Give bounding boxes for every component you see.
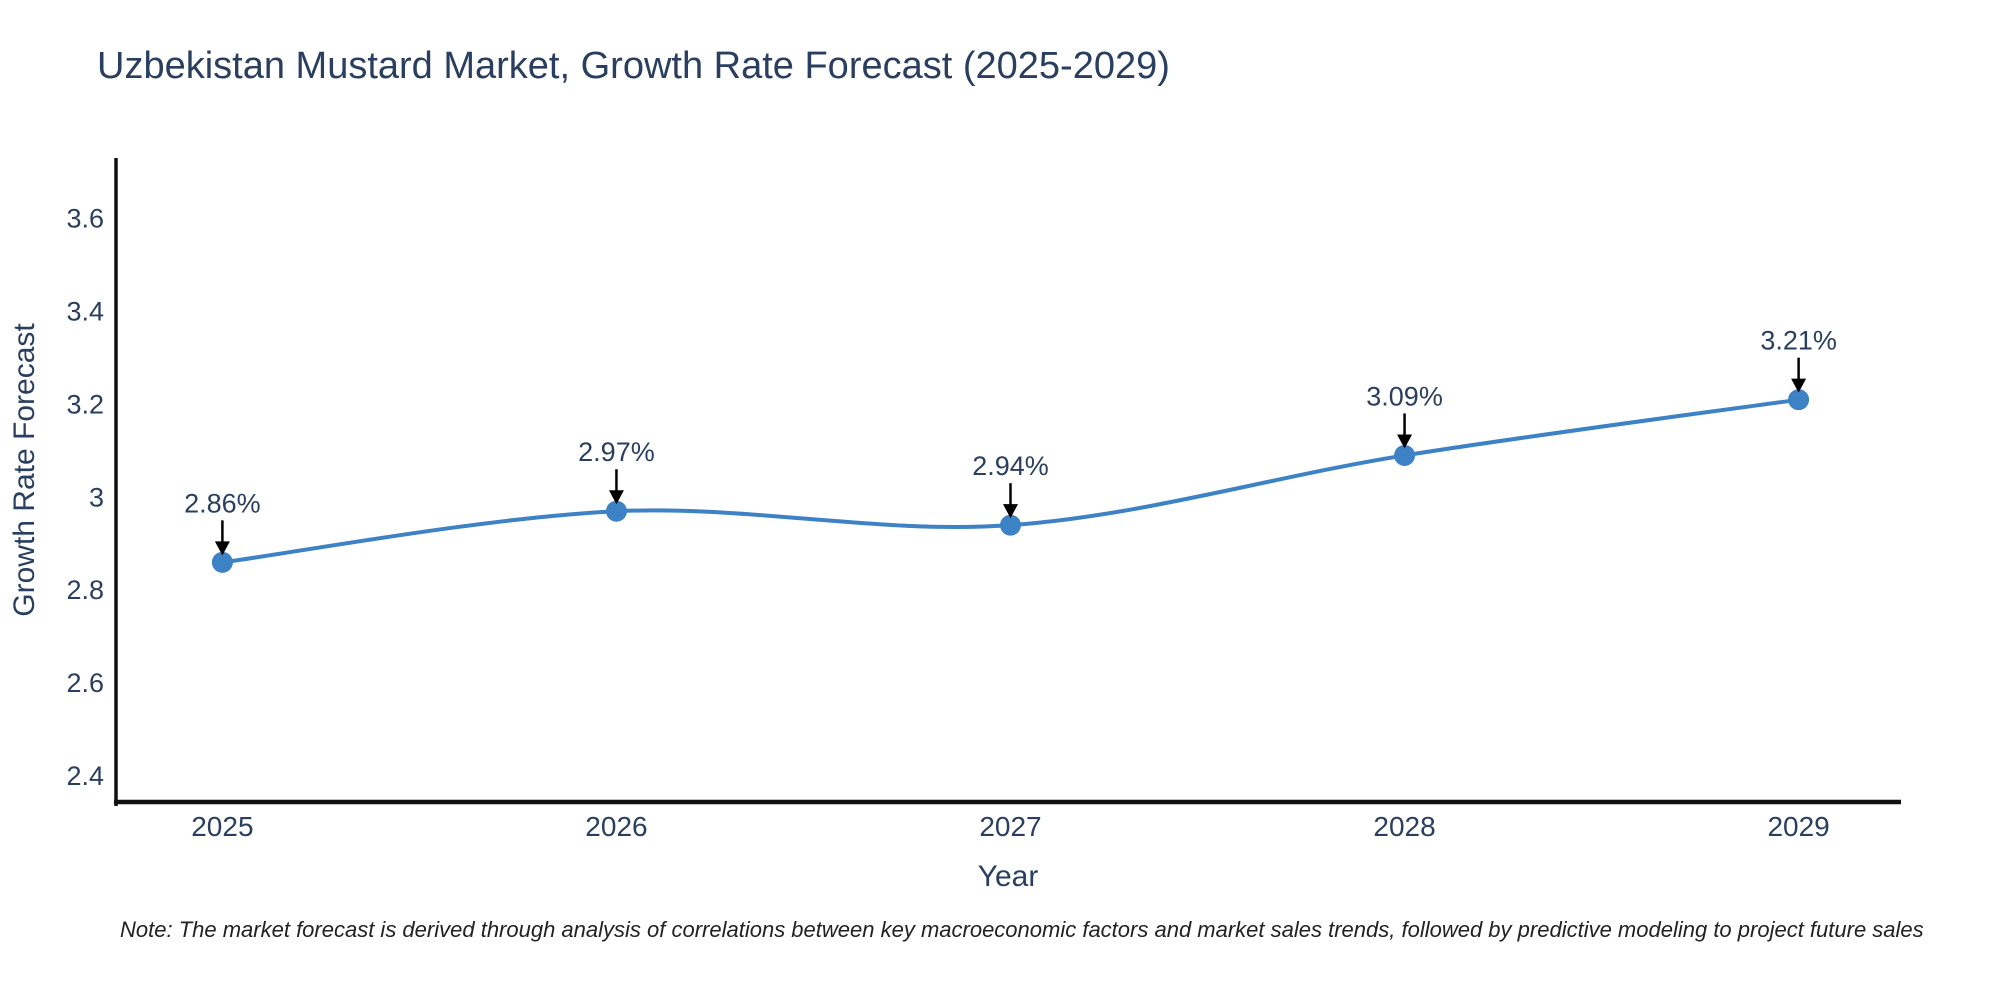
footnote: Note: The market forecast is derived thr… <box>120 917 1924 942</box>
x-tick-label: 2026 <box>585 811 647 842</box>
chart-title: Uzbekistan Mustard Market, Growth Rate F… <box>97 45 1170 87</box>
data-point-marker <box>1000 514 1021 536</box>
annotation-label: 3.09% <box>1366 381 1443 411</box>
annotation-arrowhead <box>1003 504 1018 519</box>
y-tick-label: 3 <box>89 482 104 512</box>
annotation-label: 2.97% <box>578 437 655 467</box>
data-point-marker <box>1394 444 1416 466</box>
annotation-arrowhead <box>1397 434 1413 449</box>
x-axis-title: Year <box>978 860 1039 893</box>
data-point-marker <box>605 500 627 522</box>
y-tick-label: 3.4 <box>66 296 104 326</box>
x-tick-label: 2027 <box>979 811 1041 842</box>
y-tick-label: 2.4 <box>66 761 104 791</box>
y-tick-label: 2.6 <box>66 668 104 698</box>
y-tick-label: 3.6 <box>66 203 104 233</box>
data-point-marker <box>211 551 233 573</box>
annotation-arrowhead <box>608 490 624 505</box>
annotation-arrowhead <box>1791 378 1807 393</box>
annotation-label: 3.21% <box>1760 326 1837 356</box>
annotation-arrowhead <box>214 541 230 556</box>
x-tick-label: 2025 <box>191 811 253 842</box>
data-point-marker <box>1788 389 1810 411</box>
annotation-label: 2.94% <box>972 451 1049 481</box>
x-tick-label: 2029 <box>1767 811 1829 842</box>
x-tick-label: 2028 <box>1373 811 1435 842</box>
annotation-label: 2.86% <box>184 488 261 518</box>
y-tick-label: 2.8 <box>66 575 104 605</box>
y-axis-title: Growth Rate Forecast <box>8 323 41 617</box>
y-tick-label: 3.2 <box>66 389 104 419</box>
